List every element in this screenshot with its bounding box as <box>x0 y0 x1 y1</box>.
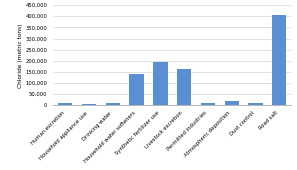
Bar <box>272 15 286 105</box>
Y-axis label: Chloride (metric tons): Chloride (metric tons) <box>18 23 23 88</box>
Bar <box>225 101 239 105</box>
Bar <box>153 62 168 105</box>
Bar <box>177 69 191 105</box>
Bar <box>248 103 263 105</box>
Bar <box>82 104 96 105</box>
Bar <box>129 74 144 105</box>
Bar <box>106 103 120 105</box>
Bar <box>58 103 72 105</box>
Bar <box>201 103 215 105</box>
